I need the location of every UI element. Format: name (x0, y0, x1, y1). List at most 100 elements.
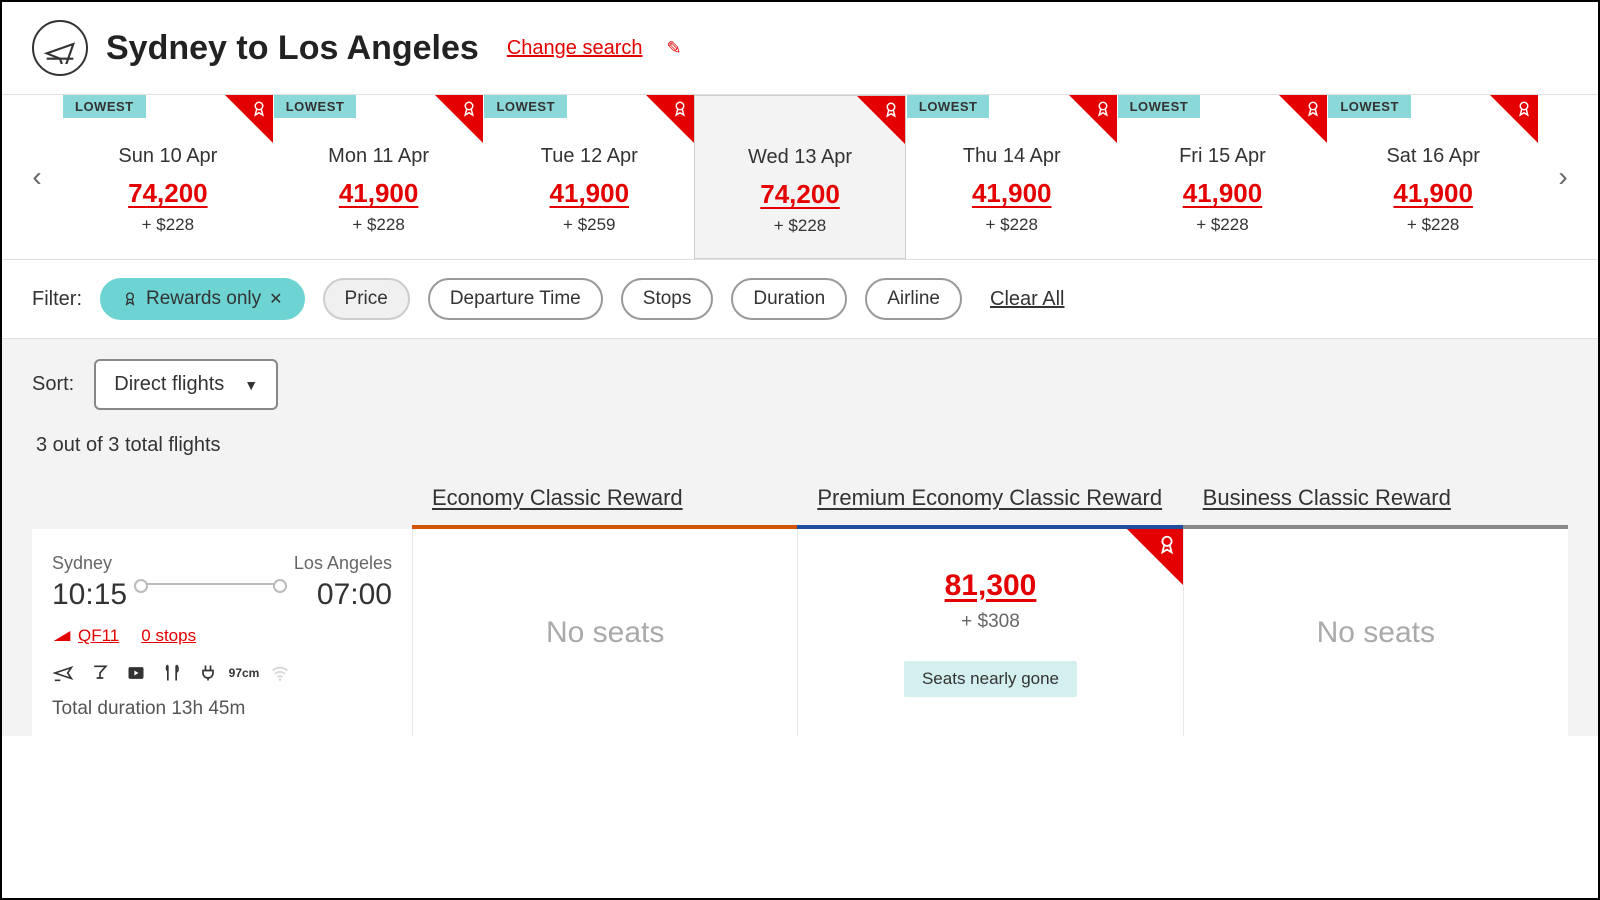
change-search-link[interactable]: Change search (507, 37, 643, 60)
ribbon-icon (460, 100, 478, 123)
nearly-gone-badge: Seats nearly gone (904, 661, 1077, 697)
col-premium-header[interactable]: Premium Economy Classic Reward (797, 485, 1182, 525)
sort-value: Direct flights (114, 373, 224, 396)
lowest-tag: LOWEST (907, 95, 990, 118)
date-cash: + $228 (282, 215, 476, 235)
lowest-tag: LOWEST (63, 95, 146, 118)
filter-price[interactable]: Price (323, 278, 410, 320)
filter-row: Filter: Rewards only ✕ Price Departure T… (2, 259, 1598, 338)
fare-premium[interactable]: 81,300 + $308 Seats nearly gone (797, 529, 1182, 736)
date-cash: + $228 (1126, 215, 1320, 235)
wifi-icon (268, 662, 292, 684)
col-economy-header[interactable]: Economy Classic Reward (412, 485, 797, 525)
date-cash: + $228 (915, 215, 1109, 235)
date-carousel: ‹ LOWEST Sun 10 Apr 74,200 + $228 LOWEST Mon … (2, 94, 1598, 259)
fare-header-row: Economy Classic Reward Premium Economy C… (32, 485, 1568, 529)
dest-time: 07:00 (294, 578, 392, 612)
date-label: Sun 10 Apr (71, 145, 265, 168)
ribbon-icon (882, 101, 900, 124)
ribbon-icon (671, 100, 689, 123)
page: Sydney to Los Angeles Change search ✎ ‹ … (0, 0, 1600, 900)
clear-all-link[interactable]: Clear All (990, 288, 1064, 311)
filter-airline[interactable]: Airline (865, 278, 962, 320)
filter-departure-time[interactable]: Departure Time (428, 278, 603, 320)
plane-icon (32, 20, 88, 76)
total-duration: Total duration 13h 45m (52, 698, 392, 720)
origin-block: Sydney 10:15 (52, 553, 127, 612)
premium-cash: + $308 (961, 611, 1020, 633)
pencil-icon[interactable]: ✎ (666, 38, 681, 59)
col-business-header[interactable]: Business Classic Reward (1183, 485, 1568, 525)
lowest-tag: LOWEST (1118, 95, 1201, 118)
date-label: Fri 15 Apr (1126, 145, 1320, 168)
entertainment-icon (124, 662, 148, 684)
date-cash: + $228 (703, 216, 897, 236)
date-points: 74,200 (71, 178, 265, 209)
leg-row: Sydney 10:15 Los Angeles 07:00 (52, 553, 392, 612)
sort-row: Sort: Direct flights ▼ (32, 359, 1568, 410)
premium-points: 81,300 (945, 569, 1037, 603)
ribbon-icon (1304, 100, 1322, 123)
filter-label: Filter: (32, 288, 82, 311)
bar-icon (88, 662, 112, 684)
flight-meta: QF11 0 stops (52, 626, 392, 646)
leg-line (139, 583, 282, 585)
results-section: Sort: Direct flights ▼ 3 out of 3 total … (2, 338, 1598, 736)
date-label: Wed 13 Apr (703, 146, 897, 169)
date-prev-button[interactable]: ‹ (12, 95, 62, 259)
economy-no-seats: No seats (546, 616, 664, 650)
flight-info: Sydney 10:15 Los Angeles 07:00 QF11 0 st… (32, 529, 412, 736)
ribbon-icon (1515, 100, 1533, 123)
date-cash: + $228 (1336, 215, 1530, 235)
filter-rewards-only[interactable]: Rewards only ✕ (100, 278, 305, 320)
date-cash: + $259 (492, 215, 686, 235)
date-points: 41,900 (1126, 178, 1320, 209)
date-label: Sat 16 Apr (1336, 145, 1530, 168)
ribbon-icon (122, 291, 138, 307)
date-card[interactable]: Wed 13 Apr74,200+ $228 (694, 95, 906, 259)
date-card[interactable]: LOWESTTue 12 Apr41,900+ $259 (483, 95, 694, 259)
dest-block: Los Angeles 07:00 (294, 553, 392, 612)
date-next-button[interactable]: › (1538, 95, 1588, 259)
filter-duration[interactable]: Duration (731, 278, 847, 320)
date-points: 41,900 (492, 178, 686, 209)
airline-tail-icon (52, 629, 72, 643)
dest-city: Los Angeles (294, 553, 392, 574)
ribbon-icon (250, 100, 268, 123)
date-points: 41,900 (915, 178, 1109, 209)
date-card[interactable]: LOWEST Fri 15 Apr 41,900 + $228 (1117, 95, 1328, 259)
date-card[interactable]: LOWEST Thu 14 Apr 41,900 + $228 (906, 95, 1117, 259)
fare-head-spacer (32, 485, 412, 525)
sort-label: Sort: (32, 373, 74, 396)
date-points: 41,900 (1336, 178, 1530, 209)
date-label: Thu 14 Apr (915, 145, 1109, 168)
header: Sydney to Los Angeles Change search ✎ (2, 2, 1598, 94)
date-points: 41,900 (282, 178, 476, 209)
date-cash: + $228 (71, 215, 265, 235)
lowest-tag: LOWEST (1328, 95, 1411, 118)
fare-business[interactable]: No seats (1183, 529, 1568, 736)
business-no-seats: No seats (1317, 616, 1435, 650)
filter-rewards-only-label: Rewards only (146, 288, 261, 310)
aircraft-icon (52, 662, 76, 684)
fare-economy[interactable]: No seats (412, 529, 797, 736)
ribbon-icon (1156, 534, 1178, 561)
meal-icon (160, 662, 184, 684)
lowest-tag: LOWEST (274, 95, 357, 118)
filter-stops[interactable]: Stops (621, 278, 714, 320)
date-list: LOWEST Sun 10 Apr 74,200 + $228 LOWEST Mon 11… (62, 95, 1538, 259)
result-count: 3 out of 3 total flights (36, 434, 1568, 457)
sort-select[interactable]: Direct flights ▼ (94, 359, 278, 410)
origin-city: Sydney (52, 553, 127, 574)
date-card[interactable]: LOWEST Sun 10 Apr 74,200 + $228 (62, 95, 273, 259)
stops-link[interactable]: 0 stops (141, 626, 196, 646)
close-icon[interactable]: ✕ (269, 289, 282, 309)
origin-time: 10:15 (52, 578, 127, 612)
date-label: Mon 11 Apr (282, 145, 476, 168)
flight-number-link[interactable]: QF11 (52, 626, 119, 646)
date-card[interactable]: LOWEST Mon 11 Apr 41,900 + $228 (273, 95, 484, 259)
date-card[interactable]: LOWEST Sat 16 Apr 41,900 + $228 (1327, 95, 1538, 259)
route-title: Sydney to Los Angeles (106, 29, 479, 68)
amenities: 97cm (52, 662, 392, 684)
leg-line-container (127, 553, 294, 585)
